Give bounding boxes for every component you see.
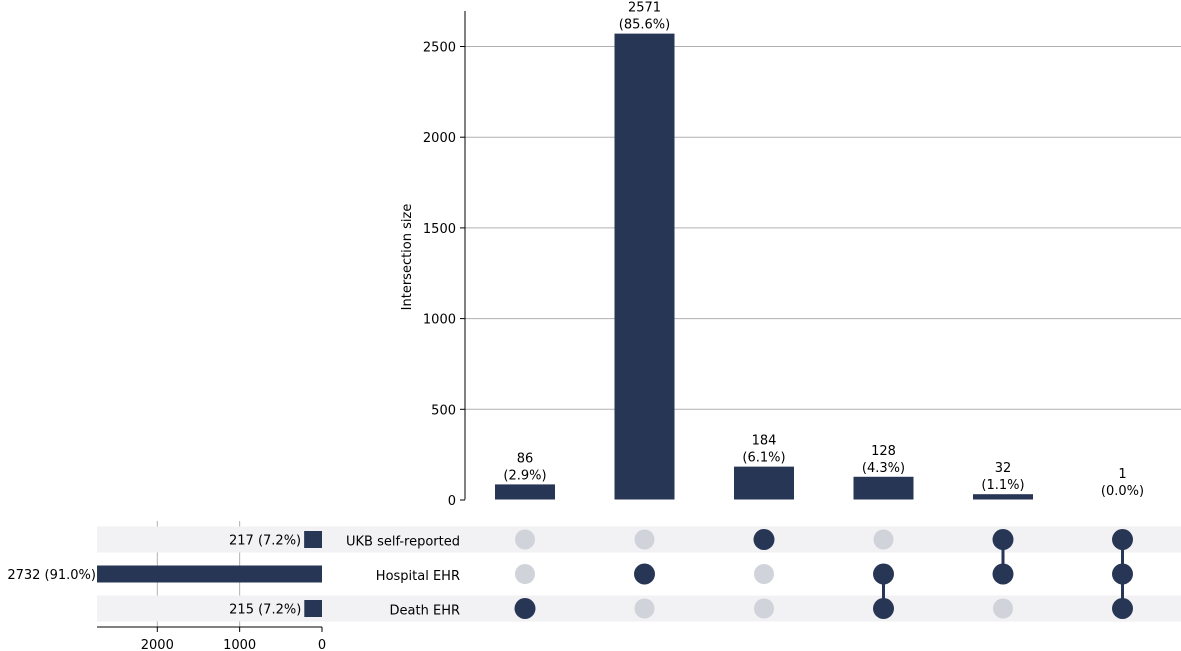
bar-percent-label: (6.1%)	[742, 451, 785, 466]
bar-count-label: 86	[517, 451, 534, 466]
matrix-dot-active	[873, 563, 894, 585]
matrix-dot-active	[634, 563, 655, 585]
set-x-tick-label: 2000	[141, 638, 174, 651]
set-size-bar	[304, 531, 322, 548]
matrix-dot-active	[514, 598, 536, 619]
matrix-dot-active	[1112, 598, 1133, 619]
matrix-dot-inactive	[515, 529, 535, 550]
y-tick-label: 1000	[423, 313, 456, 328]
intersection-bar	[853, 476, 914, 500]
bar-count-label: 128	[871, 444, 896, 459]
set-name-label: Hospital EHR	[376, 569, 460, 584]
intersection-bar	[973, 494, 1033, 500]
bar-percent-label: (4.3%)	[862, 461, 905, 476]
matrix-dot-active	[992, 529, 1014, 550]
intersection-bar	[734, 466, 794, 500]
bar-count-label: 1	[1118, 467, 1126, 482]
matrix-dot-inactive	[993, 598, 1013, 619]
matrix-dot-inactive	[873, 529, 894, 550]
bar-percent-label: (1.1%)	[981, 478, 1024, 493]
matrix-dot-active	[873, 598, 894, 619]
y-tick-label: 500	[431, 403, 456, 418]
y-tick-label: 0	[448, 494, 456, 509]
bar-count-label: 184	[752, 434, 777, 449]
matrix-dot-active	[1112, 563, 1133, 585]
bar-percent-label: (0.0%)	[1101, 484, 1144, 499]
set-size-label: 2732 (91.0%)	[7, 568, 96, 583]
bar-count-label: 2571	[628, 1, 661, 16]
set-size-label: 217 (7.2%)	[229, 534, 301, 549]
matrix-dot-inactive	[754, 564, 774, 584]
set-size-bar	[97, 565, 322, 583]
set-size-bar	[304, 600, 322, 617]
matrix-dot-inactive	[515, 564, 535, 584]
matrix-dot-inactive	[634, 529, 655, 550]
matrix-dot-active	[753, 529, 775, 550]
axes: 0 500 1000 1500 2000 2500	[423, 11, 1181, 509]
matrix-dot-active	[1112, 529, 1133, 550]
set-x-tick-label: 0	[318, 638, 326, 651]
membership-matrix: UKB self-reported Hospital EHR Death EHR	[346, 529, 1133, 619]
set-name-label: UKB self-reported	[346, 535, 460, 550]
bar-count-label: 32	[995, 461, 1012, 476]
set-size-label: 215 (7.2%)	[229, 603, 301, 618]
intersection-bars: 86 (2.9%) 2571 (85.6%) 184 (6.1%) 128 (4.3%) 32 (…	[495, 1, 1153, 501]
set-name-label: Death EHR	[390, 604, 460, 619]
set-x-tick-label: 1000	[223, 638, 256, 651]
y-tick-label: 2500	[423, 41, 456, 56]
y-tick-label: 2000	[423, 131, 456, 146]
matrix-dot-inactive	[634, 598, 655, 619]
y-tick-label: 1500	[423, 222, 456, 237]
matrix-dot-active	[992, 563, 1014, 585]
y-axis-label: Intersection size	[400, 204, 415, 311]
bar-percent-label: (2.9%)	[503, 468, 546, 483]
intersection-bar	[614, 33, 675, 500]
matrix-dot-inactive	[754, 598, 774, 619]
intersection-bar	[495, 484, 555, 500]
set-size-bars: 217 (7.2%) 2732 (91.0%) 215 (7.2%) 2000 1000…	[7, 531, 326, 651]
bar-percent-label: (85.6%)	[619, 18, 670, 33]
